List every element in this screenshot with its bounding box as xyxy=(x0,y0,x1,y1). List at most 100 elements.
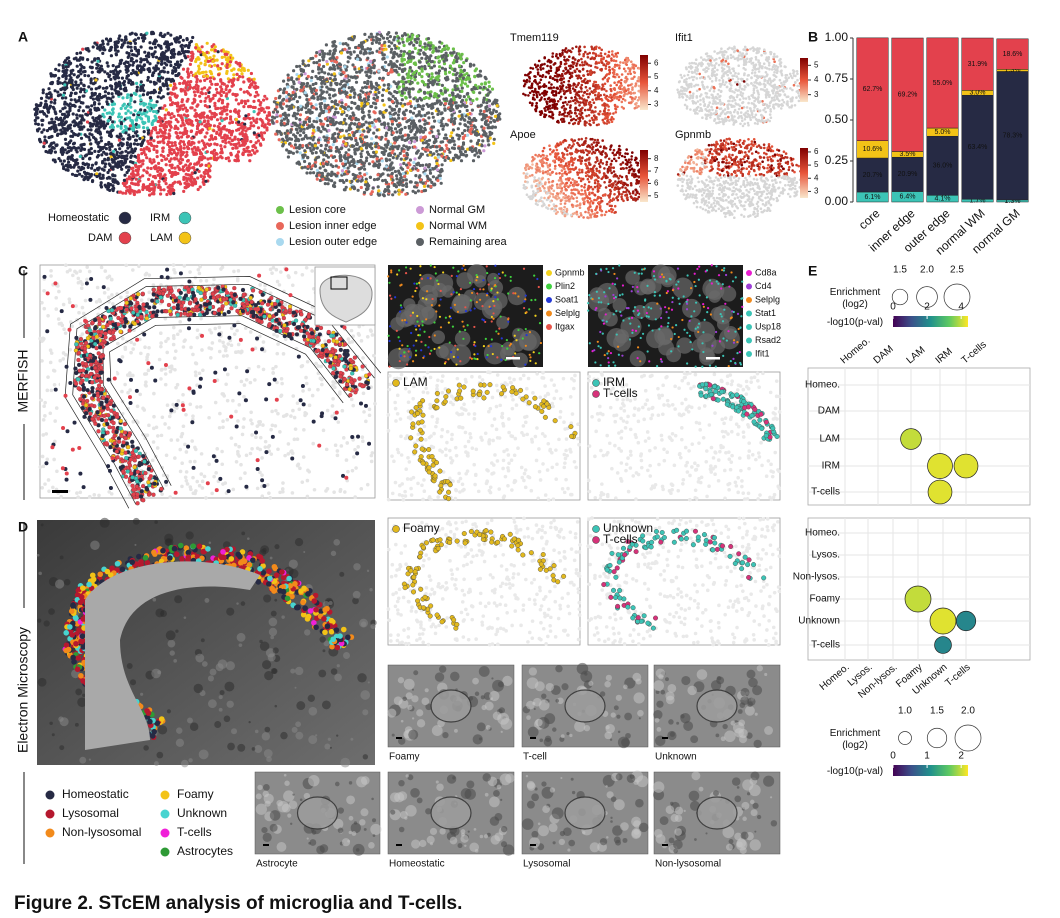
umap-point xyxy=(439,181,443,185)
umap-point xyxy=(129,111,133,115)
umap-point xyxy=(482,133,486,137)
umap-point xyxy=(94,87,98,91)
umap-point xyxy=(338,128,342,132)
umap-point xyxy=(367,113,371,117)
umap-point xyxy=(385,55,389,59)
umap-point xyxy=(145,170,149,174)
umap-point xyxy=(339,135,343,139)
umap-point xyxy=(132,60,136,65)
umap-point xyxy=(317,50,322,54)
umap-point xyxy=(381,88,385,92)
umap-point xyxy=(377,90,381,95)
umap-point xyxy=(473,75,477,79)
umap-point xyxy=(140,36,144,40)
umap-point xyxy=(378,110,382,114)
umap-point xyxy=(453,143,457,147)
umap-point xyxy=(171,79,176,83)
umap-point xyxy=(459,73,463,77)
umap-point xyxy=(185,70,190,74)
umap-point xyxy=(459,159,464,163)
umap-point xyxy=(426,85,431,89)
umap-point xyxy=(153,81,157,85)
umap-point xyxy=(168,96,172,100)
umap-point xyxy=(368,128,372,132)
umap-point xyxy=(237,102,241,106)
umap-point xyxy=(78,51,83,55)
umap-point xyxy=(80,146,84,150)
umap-point xyxy=(245,139,249,143)
umap-point xyxy=(470,87,474,92)
umap-point xyxy=(186,80,190,84)
umap-point xyxy=(82,83,86,87)
umap-point xyxy=(299,104,303,108)
umap-point xyxy=(129,56,134,61)
umap-point xyxy=(260,124,264,128)
umap-point xyxy=(321,90,325,94)
umap-point xyxy=(211,96,215,100)
umap-point xyxy=(152,158,156,162)
umap-point xyxy=(320,101,324,106)
umap-point xyxy=(57,76,61,80)
umap-point xyxy=(237,127,241,131)
umap-point xyxy=(110,92,114,96)
umap-point xyxy=(220,110,224,114)
umap-point xyxy=(90,70,94,74)
umap-point xyxy=(335,82,339,87)
umap-point xyxy=(374,35,378,39)
umap-point xyxy=(129,154,133,158)
umap-point xyxy=(131,134,135,138)
umap-point xyxy=(413,157,417,161)
umap-point xyxy=(219,144,223,148)
umap-point xyxy=(203,62,207,66)
umap-point xyxy=(243,99,247,103)
umap-point xyxy=(84,172,88,176)
umap-point xyxy=(75,64,79,68)
umap-point xyxy=(95,172,99,176)
umap-point xyxy=(400,147,404,151)
umap-point xyxy=(161,146,165,150)
umap-point xyxy=(228,60,233,64)
umap-point xyxy=(444,51,448,55)
umap-point xyxy=(377,50,382,54)
umap-point xyxy=(154,55,159,59)
umap-point xyxy=(210,150,215,154)
umap-point xyxy=(263,94,267,98)
umap-point xyxy=(157,119,161,124)
umap-point xyxy=(202,120,206,124)
umap-point xyxy=(295,77,299,81)
umap-point xyxy=(94,129,98,133)
umap-point xyxy=(181,67,186,71)
umap-point xyxy=(57,63,61,67)
umap-point xyxy=(113,40,117,44)
umap-point xyxy=(392,55,396,59)
panel-label: B xyxy=(808,29,818,45)
umap-point xyxy=(179,124,183,128)
umap-point xyxy=(312,147,316,151)
umap-point xyxy=(363,135,367,139)
umap-point xyxy=(203,135,207,139)
umap-point xyxy=(120,38,124,42)
umap-point xyxy=(413,46,417,51)
umap-point xyxy=(339,68,343,72)
umap-point xyxy=(298,133,302,137)
umap-point xyxy=(374,145,378,149)
umap-point xyxy=(155,155,159,159)
umap-point xyxy=(438,148,442,152)
umap-point xyxy=(87,172,91,176)
umap-point xyxy=(200,45,204,49)
umap-point xyxy=(371,38,375,42)
umap-point xyxy=(451,79,455,83)
umap-point xyxy=(150,180,154,184)
umap-point xyxy=(186,182,190,186)
umap-point xyxy=(241,75,245,79)
umap-point xyxy=(116,181,120,185)
umap-point xyxy=(407,69,412,73)
umap-point xyxy=(79,81,83,85)
umap-point xyxy=(72,103,76,107)
umap-point xyxy=(224,116,229,120)
umap-point xyxy=(86,128,90,132)
umap-point xyxy=(416,189,420,193)
umap-point xyxy=(139,108,143,112)
umap-point xyxy=(56,81,60,86)
umap-point xyxy=(320,81,324,85)
